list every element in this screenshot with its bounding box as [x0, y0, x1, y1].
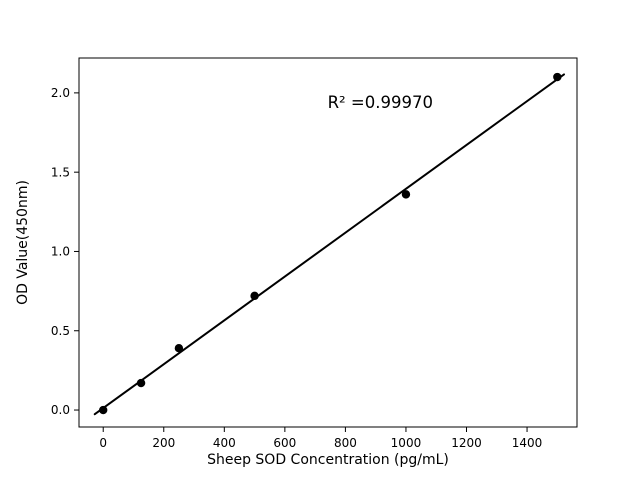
data-point: [99, 405, 108, 415]
data-point: [553, 72, 562, 82]
data-point: [401, 190, 411, 199]
data-point: [136, 378, 146, 388]
data-point: [174, 343, 184, 353]
y-tick-label: 2.0: [51, 86, 70, 100]
x-tick-label: 1000: [391, 436, 422, 450]
fit-line: [93, 73, 565, 416]
y-axis-label: OD Value(450nm): [15, 180, 31, 305]
r-squared-annotation: R² =0.99970: [328, 93, 433, 112]
x-tick-label: 600: [273, 436, 296, 450]
x-tick-label: 0: [99, 436, 107, 450]
x-tick-label: 1400: [512, 436, 543, 450]
y-tick-label: 1.5: [51, 165, 70, 179]
data-point: [250, 291, 259, 301]
x-tick-label: 1200: [451, 436, 482, 450]
x-tick-label: 800: [334, 436, 357, 450]
y-tick-label: 0.5: [51, 324, 70, 338]
x-axis-label: Sheep SOD Concentration (pg/mL): [207, 452, 449, 468]
y-tick-label: 0.0: [51, 403, 70, 417]
plot-border: [78, 57, 578, 428]
x-tick-label: 200: [152, 436, 175, 450]
y-tick-label: 1.0: [51, 245, 70, 259]
x-tick-label: 400: [213, 436, 236, 450]
